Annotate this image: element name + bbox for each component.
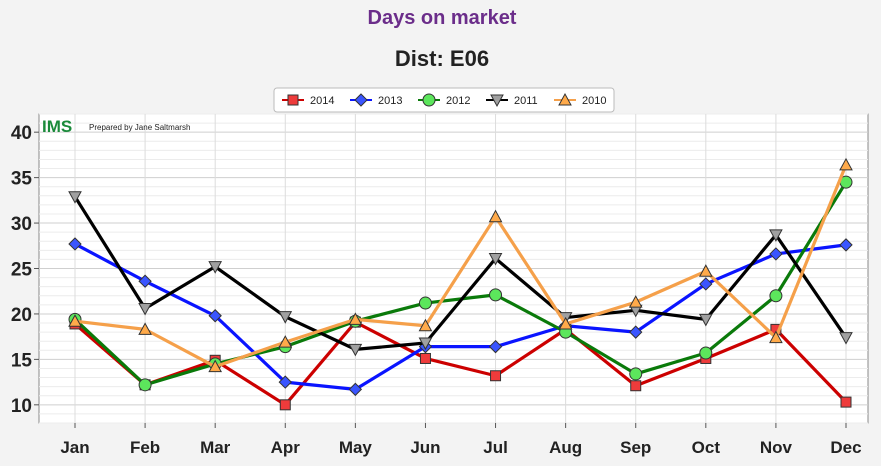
data-point-2012-sep [629,367,643,381]
data-point-2013-dec [839,238,853,252]
data-point-2012-jun [418,296,432,310]
data-point-2010-may [348,312,363,325]
data-point-2010-feb [138,322,152,335]
x-tick-label: Sep [620,438,651,457]
data-point-2013-feb [138,274,152,288]
data-point-2011-mar [208,261,223,274]
legend-marker-2010 [558,92,572,106]
y-tick-label: 40 [11,123,32,144]
x-tick-label: Feb [130,438,160,457]
data-point-2014-jun [419,352,431,364]
data-point-2013-apr [278,375,292,389]
data-point-2010-sep [628,295,643,308]
data-point-2010-jul [488,209,503,223]
y-tick-label: 15 [11,350,33,371]
legend-label: 2014 [310,95,334,107]
data-point-2010-nov [769,330,783,344]
data-point-2011-may [348,343,363,357]
data-point-2014-jul [490,370,502,382]
data-point-2011-jun [418,337,433,351]
y-axis: 10 15 20 25 30 35 40 [11,123,39,417]
x-tick-label: Jan [60,438,89,457]
data-point-2011-dec [839,332,853,345]
data-point-2010-jun [418,318,433,332]
legend-item-2010[interactable]: 2010 [554,92,606,107]
x-tick-label: Nov [760,438,793,457]
series-line-2011 [73,195,848,351]
legend-item-2013[interactable]: 2013 [350,93,402,107]
data-point-2012-feb [138,378,152,392]
series-line-2013 [74,242,847,391]
data-point-2012-jul [489,288,503,302]
x-tick-label: Aug [549,438,582,457]
legend-marker-2013 [354,93,368,107]
data-point-2014-dec [840,396,852,408]
data-point-2010-aug [558,316,573,330]
x-tick-label: Oct [692,438,721,457]
x-tick-label: Jul [483,438,508,457]
prepared-by-label: Prepared by Jane Saltmarsh [89,123,190,132]
data-point-2013-sep [629,325,643,339]
data-point-2011-jan [68,191,82,204]
chart-title: Days on market [368,7,517,29]
data-point-2011-jul [488,253,503,266]
series-2011 [68,191,853,357]
data-point-2010-mar [208,359,223,373]
data-point-2014-sep [630,380,642,392]
data-point-2011-apr [278,311,293,324]
legend-item-2012[interactable]: 2012 [418,93,470,107]
series-group [68,157,853,411]
y-tick-label: 10 [11,396,32,417]
series-2010 [68,157,853,373]
x-tick-label: Mar [200,438,231,457]
y-tick-label: 20 [11,305,32,326]
legend-label: 2012 [446,95,470,107]
data-point-2011-oct [698,313,713,327]
chart-subtitle: Dist: E06 [395,46,489,71]
legend-marker-2011 [490,94,504,108]
data-point-2012-oct [699,346,713,360]
series-line-2014 [73,320,848,407]
data-point-2011-feb [138,302,152,316]
legend-item-2014[interactable]: 2014 [282,94,334,107]
data-point-2013-jul [488,339,503,354]
data-point-2010-apr [278,335,293,348]
legend-marker-2014 [287,94,299,106]
data-point-2012-nov [769,289,783,303]
x-tick-label: Dec [830,438,861,457]
data-point-2014-apr [279,399,291,411]
series-line-2010 [74,164,848,369]
x-axis: Jan Feb Mar Apr May Jun Jul Aug Sep Oct Nov Dec [60,423,862,457]
y-tick-label: 30 [11,214,32,235]
y-tick-label: 35 [11,169,33,190]
data-point-2013-nov [769,247,783,261]
chart-legend: 2014 2013 2012 2011 2010 [273,87,615,113]
data-point-2013-oct [699,277,713,291]
legend-box [273,87,615,113]
x-tick-label: May [339,438,373,457]
legend-label: 2011 [514,95,538,107]
data-point-2013-may [348,382,363,397]
data-point-2013-jan [68,237,82,251]
data-point-2010-dec [839,157,853,171]
x-tick-label: Jun [410,438,440,457]
data-point-2011-nov [769,229,783,242]
ims-logo: IMS [42,117,72,136]
x-tick-label: Apr [271,438,301,457]
legend-label: 2013 [378,95,402,107]
legend-item-2011[interactable]: 2011 [486,94,538,108]
legend-marker-2012 [422,93,436,107]
y-tick-label: 25 [11,260,33,281]
data-point-2010-oct [698,264,713,277]
data-point-2010-jan [68,314,82,327]
legend-label: 2010 [582,95,606,107]
data-point-2013-mar [208,309,222,323]
